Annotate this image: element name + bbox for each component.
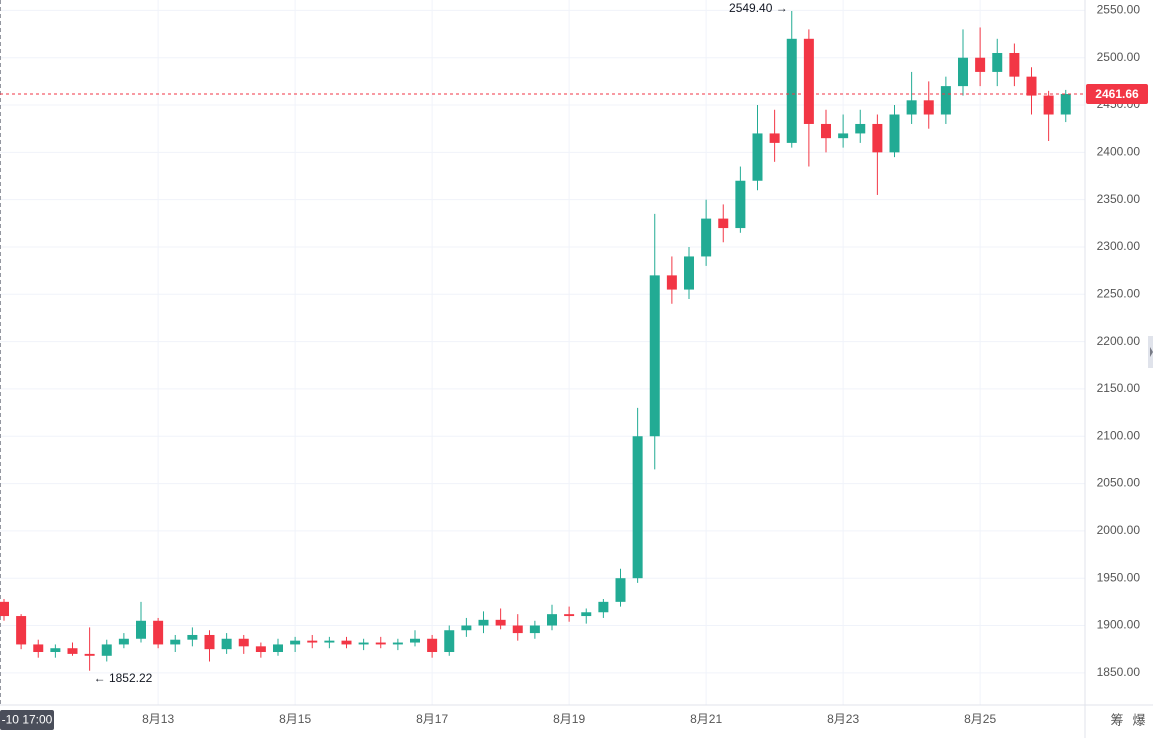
y-tick-label: 1850.00 xyxy=(1097,665,1141,679)
candle-body xyxy=(649,275,660,437)
y-tick-label: 2400.00 xyxy=(1097,145,1141,159)
candle-body xyxy=(427,638,438,653)
y-tick-label: 2000.00 xyxy=(1097,523,1141,537)
y-tick-label: 2250.00 xyxy=(1097,286,1141,300)
candle-body xyxy=(803,38,814,124)
candle-body xyxy=(975,57,986,72)
candle-body xyxy=(255,646,266,653)
candle-body xyxy=(1060,94,1071,115)
candle-body xyxy=(1026,76,1037,96)
candle-body xyxy=(906,100,917,115)
x-tick-label: 8月13 xyxy=(142,712,174,726)
candle-body xyxy=(478,619,489,626)
candle-body xyxy=(170,639,181,645)
candle-body xyxy=(444,630,455,653)
candle-body xyxy=(495,619,506,626)
x-tick-label: 8月17 xyxy=(416,712,448,726)
last-price-label: 2461.66 xyxy=(1095,87,1139,101)
candle-body xyxy=(632,436,643,579)
candle-body xyxy=(341,640,352,645)
candle-body xyxy=(564,614,575,617)
candle-body xyxy=(992,52,1003,72)
candle-body xyxy=(512,625,523,634)
candle-body xyxy=(101,644,112,656)
candle-body xyxy=(187,634,198,640)
y-tick-label: 1900.00 xyxy=(1097,618,1141,632)
y-tick-label: 2200.00 xyxy=(1097,334,1141,348)
candle-body xyxy=(821,123,831,139)
y-tick-label: 2050.00 xyxy=(1097,476,1141,490)
y-tick-label: 2350.00 xyxy=(1097,192,1141,206)
candle-body xyxy=(33,644,44,653)
candle-body xyxy=(598,601,609,613)
y-tick-label: 2550.00 xyxy=(1097,3,1141,17)
candle-body xyxy=(718,218,729,229)
candle-body xyxy=(273,644,283,653)
candle-body xyxy=(786,38,797,143)
candle-body xyxy=(529,625,540,634)
toolbar-button[interactable]: 筹 xyxy=(1110,712,1123,727)
y-tick-label: 2150.00 xyxy=(1097,381,1141,395)
extreme-annotation: 2549.40 → xyxy=(729,1,788,15)
candle-body xyxy=(118,638,129,645)
candle-body xyxy=(855,123,866,134)
candle-body xyxy=(1043,95,1054,115)
candle-body xyxy=(666,275,677,290)
candle-body xyxy=(769,133,780,143)
candle-body xyxy=(153,620,164,645)
side-tab-arrow xyxy=(1150,347,1153,357)
x-tick-label: 8月25 xyxy=(964,712,996,726)
candle-body xyxy=(307,640,318,643)
candle-body xyxy=(958,57,968,87)
x-tick-label: 8月23 xyxy=(827,712,859,726)
candle-body xyxy=(940,86,951,115)
candle-body xyxy=(410,638,420,643)
candle-body xyxy=(461,625,472,631)
candle-body xyxy=(547,614,557,626)
candle-body xyxy=(204,634,215,650)
candle-body xyxy=(615,578,626,602)
candle-body xyxy=(221,638,232,650)
x-tick-label: 8月21 xyxy=(690,712,722,726)
candle-body xyxy=(324,640,335,643)
candle-body xyxy=(1009,52,1020,77)
y-tick-label: 2500.00 xyxy=(1097,50,1141,64)
y-tick-label: 2300.00 xyxy=(1097,239,1141,253)
candle-body xyxy=(67,648,78,654)
crosshair-label-box xyxy=(0,710,54,730)
x-tick-label: 8月19 xyxy=(553,712,585,726)
candle-body xyxy=(290,640,301,645)
candle-body xyxy=(701,218,712,257)
y-tick-label: 1950.00 xyxy=(1097,570,1141,584)
candle-body xyxy=(838,133,849,139)
candle-body xyxy=(136,620,146,639)
candle-body xyxy=(50,648,61,653)
candle-body xyxy=(581,612,592,617)
x-tick-label: 8月15 xyxy=(279,712,311,726)
candle-body xyxy=(358,642,369,645)
candle-body xyxy=(375,642,386,645)
toolbar-button[interactable]: 爆 xyxy=(1132,712,1145,727)
crosshair-label: -10 17:00 xyxy=(2,713,53,727)
candle-body xyxy=(238,638,249,647)
last-price-box xyxy=(1086,84,1148,105)
candle-body xyxy=(392,642,403,645)
candle-body xyxy=(923,100,934,115)
y-tick-label: 2100.00 xyxy=(1097,428,1141,442)
candle-body xyxy=(735,180,746,229)
candle-body xyxy=(84,653,95,656)
extreme-annotation: ← 1852.22 xyxy=(94,671,153,685)
candle-body xyxy=(752,133,763,181)
candle-body xyxy=(872,123,883,153)
candle-body xyxy=(684,256,694,290)
candle-body xyxy=(16,616,27,645)
candle-body xyxy=(0,601,9,617)
candle-body xyxy=(889,114,900,153)
